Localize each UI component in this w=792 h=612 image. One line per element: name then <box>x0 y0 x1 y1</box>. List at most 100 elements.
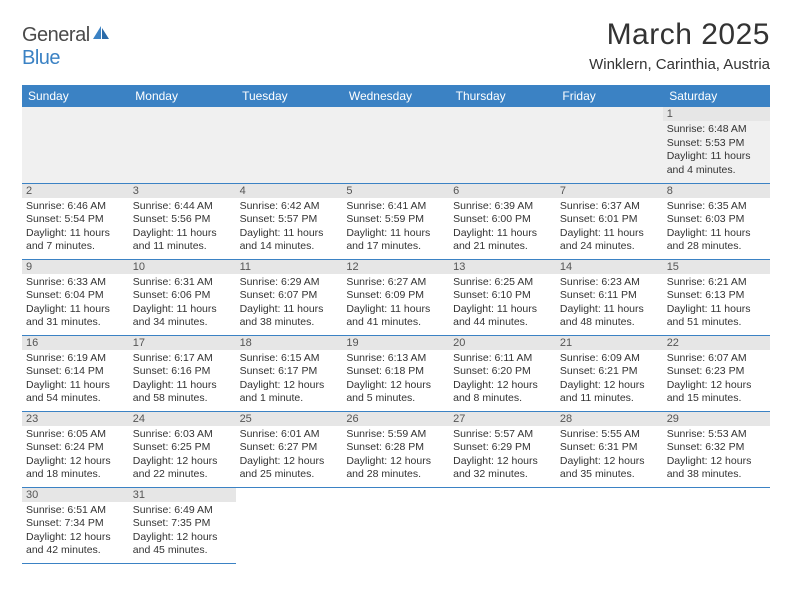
day-number: 3 <box>129 184 236 198</box>
day-number: 21 <box>556 336 663 350</box>
day-number: 20 <box>449 336 556 350</box>
day-number: 5 <box>342 184 449 198</box>
day-number: 9 <box>22 260 129 274</box>
calendar-cell: 13Sunrise: 6:25 AMSunset: 6:10 PMDayligh… <box>449 259 556 335</box>
calendar-cell <box>556 487 663 563</box>
day-content: Sunrise: 6:33 AMSunset: 6:04 PMDaylight:… <box>22 274 129 333</box>
day-content: Sunrise: 6:15 AMSunset: 6:17 PMDaylight:… <box>236 350 343 409</box>
calendar-cell: 20Sunrise: 6:11 AMSunset: 6:20 PMDayligh… <box>449 335 556 411</box>
day-number: 18 <box>236 336 343 350</box>
calendar-cell <box>663 487 770 563</box>
day-number: 14 <box>556 260 663 274</box>
day-content: Sunrise: 6:46 AMSunset: 5:54 PMDaylight:… <box>22 198 129 257</box>
day-number: 29 <box>663 412 770 426</box>
calendar-cell: 22Sunrise: 6:07 AMSunset: 6:23 PMDayligh… <box>663 335 770 411</box>
header: GeneralBlue March 2025 Winklern, Carinth… <box>22 18 770 73</box>
weekday-header: Saturday <box>663 85 770 107</box>
day-content: Sunrise: 6:51 AMSunset: 7:34 PMDaylight:… <box>22 502 129 561</box>
day-content: Sunrise: 6:49 AMSunset: 7:35 PMDaylight:… <box>129 502 236 561</box>
day-content: Sunrise: 6:05 AMSunset: 6:24 PMDaylight:… <box>22 426 129 485</box>
calendar-cell: 14Sunrise: 6:23 AMSunset: 6:11 PMDayligh… <box>556 259 663 335</box>
calendar-cell <box>556 107 663 183</box>
day-content: Sunrise: 6:21 AMSunset: 6:13 PMDaylight:… <box>663 274 770 333</box>
day-content: Sunrise: 6:07 AMSunset: 6:23 PMDaylight:… <box>663 350 770 409</box>
calendar-cell <box>342 107 449 183</box>
day-number: 25 <box>236 412 343 426</box>
calendar-page: GeneralBlue March 2025 Winklern, Carinth… <box>0 0 792 582</box>
day-content: Sunrise: 5:55 AMSunset: 6:31 PMDaylight:… <box>556 426 663 485</box>
calendar-row: 16Sunrise: 6:19 AMSunset: 6:14 PMDayligh… <box>22 335 770 411</box>
weekday-header: Wednesday <box>342 85 449 107</box>
day-content: Sunrise: 6:09 AMSunset: 6:21 PMDaylight:… <box>556 350 663 409</box>
day-number: 17 <box>129 336 236 350</box>
calendar-cell: 3Sunrise: 6:44 AMSunset: 5:56 PMDaylight… <box>129 183 236 259</box>
calendar-cell <box>236 107 343 183</box>
calendar-cell <box>22 107 129 183</box>
calendar-cell: 29Sunrise: 5:53 AMSunset: 6:32 PMDayligh… <box>663 411 770 487</box>
day-content: Sunrise: 6:27 AMSunset: 6:09 PMDaylight:… <box>342 274 449 333</box>
day-content: Sunrise: 6:19 AMSunset: 6:14 PMDaylight:… <box>22 350 129 409</box>
calendar-table: SundayMondayTuesdayWednesdayThursdayFrid… <box>22 85 770 564</box>
calendar-row: 1Sunrise: 6:48 AMSunset: 5:53 PMDaylight… <box>22 107 770 183</box>
day-number: 31 <box>129 488 236 502</box>
day-number: 13 <box>449 260 556 274</box>
calendar-cell: 16Sunrise: 6:19 AMSunset: 6:14 PMDayligh… <box>22 335 129 411</box>
calendar-row: 9Sunrise: 6:33 AMSunset: 6:04 PMDaylight… <box>22 259 770 335</box>
calendar-cell: 2Sunrise: 6:46 AMSunset: 5:54 PMDaylight… <box>22 183 129 259</box>
day-content: Sunrise: 6:37 AMSunset: 6:01 PMDaylight:… <box>556 198 663 257</box>
weekday-header: Sunday <box>22 85 129 107</box>
weekday-header: Monday <box>129 85 236 107</box>
logo-part1: General <box>22 24 90 46</box>
month-title: March 2025 <box>589 18 770 52</box>
day-content: Sunrise: 6:42 AMSunset: 5:57 PMDaylight:… <box>236 198 343 257</box>
logo: GeneralBlue <box>22 24 110 70</box>
day-number: 1 <box>663 107 770 121</box>
weekday-header: Friday <box>556 85 663 107</box>
calendar-row: 23Sunrise: 6:05 AMSunset: 6:24 PMDayligh… <box>22 411 770 487</box>
calendar-cell: 30Sunrise: 6:51 AMSunset: 7:34 PMDayligh… <box>22 487 129 563</box>
day-content: Sunrise: 6:39 AMSunset: 6:00 PMDaylight:… <box>449 198 556 257</box>
day-content: Sunrise: 6:35 AMSunset: 6:03 PMDaylight:… <box>663 198 770 257</box>
title-block: March 2025 Winklern, Carinthia, Austria <box>589 18 770 73</box>
calendar-cell: 23Sunrise: 6:05 AMSunset: 6:24 PMDayligh… <box>22 411 129 487</box>
day-number: 6 <box>449 184 556 198</box>
calendar-cell: 10Sunrise: 6:31 AMSunset: 6:06 PMDayligh… <box>129 259 236 335</box>
day-number: 19 <box>342 336 449 350</box>
day-content: Sunrise: 6:48 AMSunset: 5:53 PMDaylight:… <box>663 121 770 180</box>
day-number: 15 <box>663 260 770 274</box>
calendar-cell: 25Sunrise: 6:01 AMSunset: 6:27 PMDayligh… <box>236 411 343 487</box>
day-number: 22 <box>663 336 770 350</box>
day-number: 27 <box>449 412 556 426</box>
day-content: Sunrise: 6:41 AMSunset: 5:59 PMDaylight:… <box>342 198 449 257</box>
day-content: Sunrise: 6:25 AMSunset: 6:10 PMDaylight:… <box>449 274 556 333</box>
day-number: 26 <box>342 412 449 426</box>
day-number: 2 <box>22 184 129 198</box>
calendar-cell: 12Sunrise: 6:27 AMSunset: 6:09 PMDayligh… <box>342 259 449 335</box>
day-content: Sunrise: 5:57 AMSunset: 6:29 PMDaylight:… <box>449 426 556 485</box>
logo-text: GeneralBlue <box>22 24 110 70</box>
day-number: 28 <box>556 412 663 426</box>
calendar-cell: 17Sunrise: 6:17 AMSunset: 6:16 PMDayligh… <box>129 335 236 411</box>
day-number: 12 <box>342 260 449 274</box>
day-number: 16 <box>22 336 129 350</box>
sail-icon <box>92 24 110 47</box>
day-content: Sunrise: 6:44 AMSunset: 5:56 PMDaylight:… <box>129 198 236 257</box>
day-content: Sunrise: 5:53 AMSunset: 6:32 PMDaylight:… <box>663 426 770 485</box>
day-content: Sunrise: 6:13 AMSunset: 6:18 PMDaylight:… <box>342 350 449 409</box>
calendar-header-row: SundayMondayTuesdayWednesdayThursdayFrid… <box>22 85 770 107</box>
calendar-cell: 21Sunrise: 6:09 AMSunset: 6:21 PMDayligh… <box>556 335 663 411</box>
day-number: 10 <box>129 260 236 274</box>
day-content: Sunrise: 5:59 AMSunset: 6:28 PMDaylight:… <box>342 426 449 485</box>
calendar-cell: 31Sunrise: 6:49 AMSunset: 7:35 PMDayligh… <box>129 487 236 563</box>
day-content: Sunrise: 6:23 AMSunset: 6:11 PMDaylight:… <box>556 274 663 333</box>
calendar-cell <box>342 487 449 563</box>
day-number: 30 <box>22 488 129 502</box>
calendar-cell <box>129 107 236 183</box>
day-number: 24 <box>129 412 236 426</box>
day-content: Sunrise: 6:11 AMSunset: 6:20 PMDaylight:… <box>449 350 556 409</box>
day-number: 23 <box>22 412 129 426</box>
day-content: Sunrise: 6:01 AMSunset: 6:27 PMDaylight:… <box>236 426 343 485</box>
calendar-cell: 28Sunrise: 5:55 AMSunset: 6:31 PMDayligh… <box>556 411 663 487</box>
calendar-cell: 4Sunrise: 6:42 AMSunset: 5:57 PMDaylight… <box>236 183 343 259</box>
logo-part2: Blue <box>22 47 60 69</box>
